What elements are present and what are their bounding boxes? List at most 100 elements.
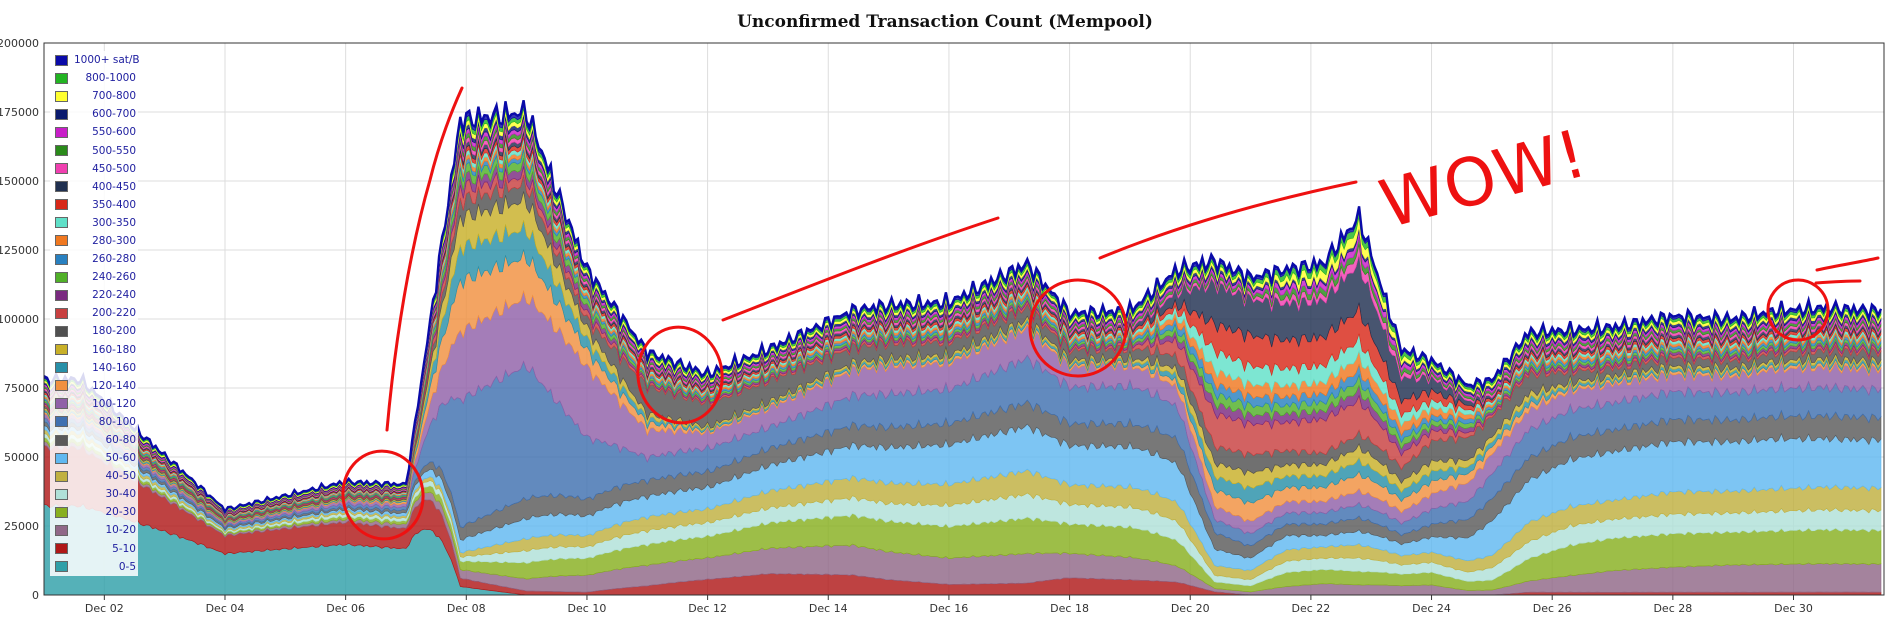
legend-item: 120-140 — [50, 377, 138, 395]
total-line — [43, 100, 1883, 515]
legend-item: 700-800 — [50, 87, 138, 105]
total-line-group — [43, 100, 1883, 515]
legend-label: 60-80 — [105, 434, 136, 447]
x-tick-label: Dec 24 — [1412, 602, 1451, 615]
legend-swatch — [55, 416, 68, 428]
legend-label: 80-100 — [98, 415, 136, 428]
annotation-circle — [341, 449, 425, 541]
legend-label: 450-500 — [92, 162, 136, 175]
legend-item: 100-120 — [50, 395, 138, 413]
x-tick-label: Dec 12 — [688, 602, 727, 615]
legend-label: 180-200 — [92, 325, 136, 338]
legend-item: 140-160 — [50, 359, 138, 377]
legend-item: 40-50 — [50, 467, 138, 485]
legend-swatch — [55, 108, 68, 120]
y-tick-label: 200000 — [0, 37, 39, 50]
legend-item: 180-200 — [50, 322, 138, 340]
legend-swatch — [55, 543, 68, 555]
x-tick-label: Dec 16 — [930, 602, 969, 615]
legend-label: 200-220 — [92, 307, 136, 320]
plot-frame — [43, 42, 1885, 596]
legend-item: 500-550 — [50, 141, 138, 159]
x-tick-label: Dec 14 — [809, 602, 848, 615]
legend-label: 400-450 — [92, 180, 136, 193]
legend-label: 700-800 — [92, 90, 136, 103]
legend-swatch — [55, 434, 68, 446]
legend-label: 220-240 — [92, 289, 136, 302]
y-tick-label: 175000 — [0, 106, 39, 119]
legend-swatch — [55, 54, 68, 66]
legend-item: 550-600 — [50, 123, 138, 141]
legend-swatch — [55, 289, 68, 301]
legend-item: 240-260 — [50, 268, 138, 286]
y-tick-label: 25000 — [4, 520, 39, 533]
legend-swatch — [55, 181, 68, 193]
legend-swatch — [55, 90, 68, 102]
legend-swatch — [55, 307, 68, 319]
stacked-areas — [43, 100, 1882, 596]
legend-swatch — [55, 398, 68, 410]
legend-label: 160-180 — [92, 343, 136, 356]
legend-swatch — [55, 217, 68, 229]
legend-item: 80-100 — [50, 413, 138, 431]
legend-item: 450-500 — [50, 160, 138, 178]
annotation-circle — [636, 325, 724, 425]
x-tick-label: Dec 20 — [1171, 602, 1210, 615]
legend-swatch — [55, 506, 68, 518]
legend-swatch — [55, 271, 68, 283]
legend-item: 220-240 — [50, 286, 138, 304]
x-tick-label: Dec 02 — [85, 602, 124, 615]
axes: 0 25000 50000 75000 100000 125000 150000 175000… — [0, 37, 1885, 615]
annotation-stroke — [385, 86, 464, 432]
x-tick-label: Dec 08 — [447, 602, 486, 615]
legend-item: 160-180 — [50, 341, 138, 359]
legend-label: 550-600 — [92, 126, 136, 139]
legend-label: 800-1000 — [85, 72, 136, 85]
annotation-stroke — [721, 216, 1000, 322]
legend-label: 300-350 — [92, 216, 136, 229]
legend-swatch — [55, 72, 68, 84]
legend-swatch — [55, 362, 68, 374]
annotation-circle — [1766, 278, 1830, 342]
legend-item: 50-60 — [50, 449, 138, 467]
y-tick-label: 125000 — [0, 244, 39, 257]
legend-swatch — [55, 380, 68, 392]
x-tick-label: Dec 26 — [1533, 602, 1572, 615]
legend-item: 260-280 — [50, 250, 138, 268]
legend-swatch — [55, 488, 68, 500]
annotation-wow-text: WOW! — [1372, 115, 1594, 243]
x-tick-label: Dec 30 — [1774, 602, 1813, 615]
legend-swatch — [55, 524, 68, 536]
annotation-circle — [1028, 278, 1128, 378]
legend-label: 500-550 — [92, 144, 136, 157]
legend: 1000+ sat/B 800-1000 700-800 600-700 550-600… — [50, 51, 140, 576]
x-tick-label: Dec 04 — [206, 602, 245, 615]
legend-swatch — [55, 145, 68, 157]
annotation-stroke — [1098, 180, 1358, 260]
legend-swatch — [55, 253, 68, 265]
legend-swatch — [55, 325, 68, 337]
legend-item: 800-1000 — [50, 69, 138, 87]
legend-label: 260-280 — [92, 253, 136, 266]
legend-swatch — [55, 344, 68, 356]
legend-swatch — [55, 470, 68, 482]
legend-label: 600-700 — [92, 108, 136, 121]
legend-item: 10-20 — [50, 521, 138, 539]
legend-label: 0-5 — [118, 560, 136, 573]
legend-item: 20-30 — [50, 503, 138, 521]
legend-item: 280-300 — [50, 232, 138, 250]
legend-label: 280-300 — [92, 234, 136, 247]
legend-label: 140-160 — [92, 361, 136, 374]
x-tick-label: Dec 22 — [1291, 602, 1330, 615]
legend-label: 50-60 — [105, 452, 136, 465]
legend-item: 1000+ sat/B — [50, 51, 140, 69]
legend-label: 1000+ sat/B — [74, 54, 140, 67]
legend-label: 5-10 — [112, 542, 136, 555]
legend-item: 350-400 — [50, 196, 138, 214]
legend-label: 120-140 — [92, 379, 136, 392]
legend-swatch — [55, 126, 68, 138]
x-tick-label: Dec 06 — [326, 602, 365, 615]
legend-label: 240-260 — [92, 271, 136, 284]
legend-item: 600-700 — [50, 105, 138, 123]
